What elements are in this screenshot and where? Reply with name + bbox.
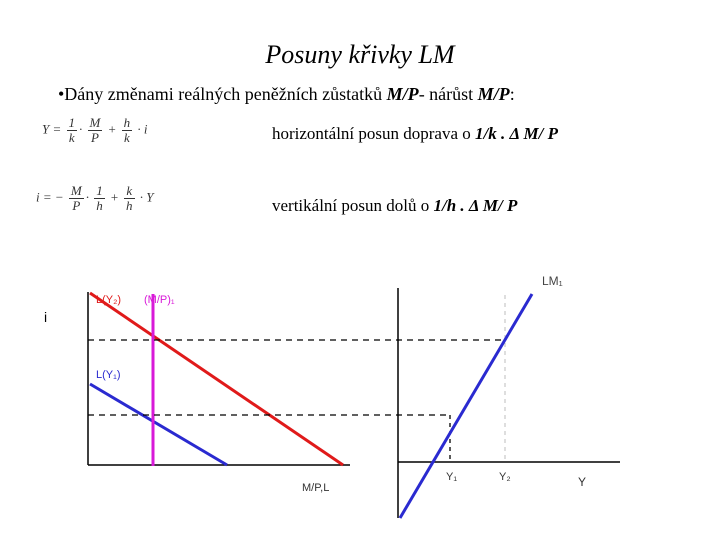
desc2-end: M/ P <box>478 196 518 215</box>
left-graph: i M/P,L L(Y₂) (M/P)₁ L(Y₁) <box>44 291 350 494</box>
eq2-frac-2-num: 1 <box>94 183 105 199</box>
desc1-delta: Δ <box>509 124 520 143</box>
eq1-frac-1-num: 1 <box>66 115 78 131</box>
eq1-frac-2-num: M <box>87 115 103 131</box>
bullet-statement: •Dány změnami reálných peněžních zůstatk… <box>58 84 515 105</box>
eq1-frac-2-den: P <box>90 130 99 145</box>
desc1-text: horizontální posun doprava o <box>272 124 476 143</box>
eq2-frac-2-den: h <box>96 198 103 213</box>
desc2-highlight: 1/h . <box>433 196 469 215</box>
eq2-frac-1-den: P <box>72 198 81 213</box>
eq1-frac-1-den: k <box>68 130 75 145</box>
bullet-highlight-mp-2: M/P <box>477 84 510 104</box>
l-y2-label: L(Y₂) <box>96 294 121 306</box>
left-y-label: i <box>44 309 47 325</box>
lm1-curve <box>398 293 534 519</box>
right-x-label: Y <box>578 475 586 489</box>
l-y1-label: L(Y₁) <box>96 369 121 381</box>
page-title: Posuny křivky LM <box>265 40 455 69</box>
bullet-end: : <box>509 84 515 104</box>
eq1-lhs: Y = <box>42 121 62 137</box>
eq1-dot: · <box>79 121 83 137</box>
l-y2-curve <box>89 291 344 467</box>
mp1-label: (M/P)₁ <box>144 294 175 306</box>
eq2-frac-1-num: M <box>68 183 84 199</box>
eq2-dot: · <box>85 189 90 205</box>
y2-label: Y₂ <box>499 471 511 483</box>
eq1-frac-3-num: h <box>121 115 133 131</box>
desc1-highlight: 1/k . <box>475 124 510 143</box>
eq2-frac-3-num: k <box>124 184 135 199</box>
right-graph: LM₁ Y₁ Y₂ Y <box>397 274 620 519</box>
desc1-end: M/ P <box>519 124 558 143</box>
desc2-delta: Δ <box>468 196 479 215</box>
y1-label: Y₁ <box>446 471 457 483</box>
eq1-plus: + <box>107 121 117 137</box>
left-x-label: M/P,L <box>302 482 329 494</box>
l-y1-curve <box>89 382 228 467</box>
bullet-highlight-mp: M/P <box>386 84 419 104</box>
bullet-text: •Dány změnami reálných peněžních zůstatk… <box>58 84 387 104</box>
eq2-plus: + <box>110 189 119 205</box>
shift-vertical-text: vertikální posun dolů o 1/h . Δ M/ P <box>272 196 517 216</box>
eq1-tail: · i <box>137 121 148 137</box>
eq2-frac-3-den: h <box>126 198 133 213</box>
bullet-rest: - nárůst <box>418 84 478 104</box>
desc2-text: vertikální posun dolů o <box>272 196 434 215</box>
lm1-label: LM₁ <box>542 274 563 288</box>
eq2-lhs: i = − <box>36 189 64 205</box>
eq2-tail: · Y <box>139 189 154 205</box>
eq1-frac-3-den: k <box>124 130 130 145</box>
shift-horizontal-text: horizontální posun doprava o 1/k . Δ M/ … <box>272 124 558 144</box>
